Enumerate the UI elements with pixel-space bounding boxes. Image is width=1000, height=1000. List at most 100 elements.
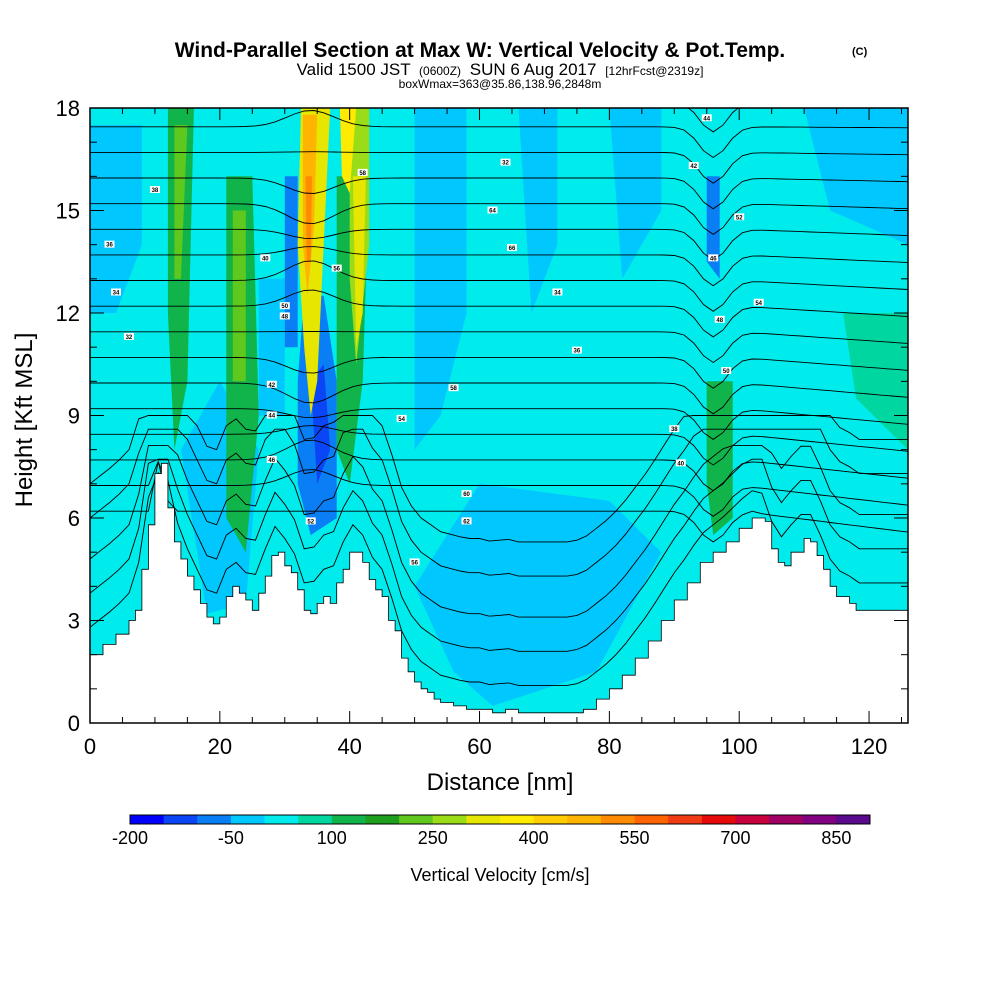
isotherm-label-bg (714, 315, 725, 323)
colorbar-swatch (735, 815, 770, 824)
valid-prefix: Valid 1500 JST (297, 60, 411, 79)
isotherm-line (90, 356, 908, 389)
velocity-region (706, 176, 720, 279)
isotherm-label: 38 (669, 425, 680, 433)
colorbar-swatch (634, 815, 669, 824)
isotherm-line (90, 445, 908, 618)
isotherm-label-bg (753, 298, 764, 306)
colorbar-swatch (298, 815, 333, 824)
isotherm-label-text: 56 (333, 267, 340, 273)
velocity-region (310, 364, 331, 484)
chart-boxinfo: boxWmax=363@35.86,138.96,2848m (399, 77, 602, 91)
isotherm-label-bg (571, 346, 582, 354)
isotherm-label-text: 38 (671, 427, 678, 433)
isotherm-line (90, 203, 908, 235)
isotherm-label: 32 (123, 332, 134, 341)
isotherm-label: 42 (688, 162, 699, 170)
velocity-field (90, 108, 908, 706)
y-tick-label: 12 (56, 301, 80, 326)
isotherm-label-text: 54 (755, 301, 762, 307)
isotherm-label-bg (448, 384, 459, 392)
velocity-region (305, 176, 312, 262)
colorbar-swatch (802, 815, 837, 824)
colorbar-label: 250 (418, 828, 448, 848)
colorbar-label: -200 (112, 828, 148, 848)
isotherm-label-text: 32 (126, 335, 133, 341)
isotherm-label-text: 40 (262, 256, 269, 262)
valid-zulu: (0600Z) (419, 64, 461, 78)
velocity-region (339, 108, 357, 194)
velocity-region (804, 108, 908, 245)
x-tick-label: 60 (467, 734, 491, 759)
plot-area: 32 34 36 38 40 42 44 46 48 50 52 54 56 58 60 62 64 66 32 34… (90, 108, 908, 723)
isotherm-label-text: 48 (281, 314, 288, 320)
isotherm-label-text: 46 (268, 458, 275, 464)
isotherm-label-text: 52 (307, 519, 314, 525)
colorbar-swatch (230, 815, 266, 824)
isotherm-label: 40 (675, 459, 686, 467)
colorbar-swatch (365, 815, 400, 824)
isotherm-label: 38 (149, 186, 160, 194)
isotherm-line (90, 289, 908, 338)
y-tick-label: 18 (56, 96, 80, 121)
colorbar-swatch (432, 815, 467, 824)
isotherm-label-text: 38 (152, 188, 159, 194)
isotherm-label-bg (734, 213, 745, 221)
isotherm-label: 54 (396, 414, 407, 423)
colorbar-title: Vertical Velocity [cm/s] (410, 865, 589, 885)
colorbar-label: 550 (620, 828, 650, 848)
colorbar-swatch (769, 815, 804, 824)
isotherm-label: 36 (104, 240, 115, 249)
colorbar-swatch (163, 815, 198, 824)
velocity-region (609, 108, 662, 279)
terrain-mask (90, 462, 908, 723)
colorbar-swatch (130, 815, 165, 824)
colorbar-label: -50 (218, 828, 244, 848)
isotherm-label: 58 (357, 168, 368, 177)
isotherm-label-bg (305, 517, 316, 525)
isotherm-line (90, 246, 908, 287)
velocity-region (414, 108, 467, 450)
isotherm-label-text: 44 (268, 414, 275, 420)
isotherm-label-bg (409, 558, 420, 566)
isotherm-label-text: 58 (450, 386, 457, 392)
y-tick-label: 3 (68, 609, 80, 634)
isotherm-label-bg (701, 114, 712, 122)
colorbar-swatch (701, 815, 736, 824)
isotherm-label: 44 (266, 411, 277, 420)
chart-title-suffix: (C) (852, 46, 868, 58)
isotherm-label-bg (487, 206, 498, 214)
colorbar-swatch (668, 815, 703, 824)
x-axis-label: Distance [nm] (427, 769, 574, 796)
isotherm-label-bg (688, 162, 699, 170)
isotherm-label: 46 (266, 455, 277, 464)
isotherm-line (90, 228, 908, 261)
colorbar-swatch (197, 815, 232, 824)
isotherm-label-bg (721, 367, 732, 375)
x-tick-label: 20 (208, 734, 232, 759)
y-tick-label: 9 (68, 404, 80, 429)
isotherm-line (90, 382, 908, 415)
x-tick-label: 100 (721, 734, 758, 759)
isotherm-label-text: 60 (463, 492, 470, 498)
isotherm-label-bg (357, 168, 368, 176)
isotherm-label-text: 50 (281, 304, 288, 310)
isotherm-label-bg (669, 425, 680, 433)
isotherm-line (90, 177, 908, 210)
isotherm-label-text: 34 (554, 291, 561, 297)
colorbar-label: 100 (317, 828, 347, 848)
isotherm-label-text: 64 (489, 209, 496, 215)
velocity-region (232, 210, 246, 382)
isotherm-label: 58 (448, 384, 459, 392)
isotherm-label-text: 48 (716, 318, 723, 324)
isotherm-label: 60 (461, 490, 472, 498)
isotherm-label: 44 (701, 114, 712, 122)
isotherm-label: 50 (279, 302, 290, 310)
isotherm-label-bg (279, 312, 290, 320)
isotherm-label-bg (110, 288, 121, 296)
isotherm-label-text: 56 (411, 560, 418, 566)
colorbar-label: 400 (519, 828, 549, 848)
isotherm-label-text: 36 (106, 243, 113, 249)
isotherm-label-bg (331, 264, 342, 272)
